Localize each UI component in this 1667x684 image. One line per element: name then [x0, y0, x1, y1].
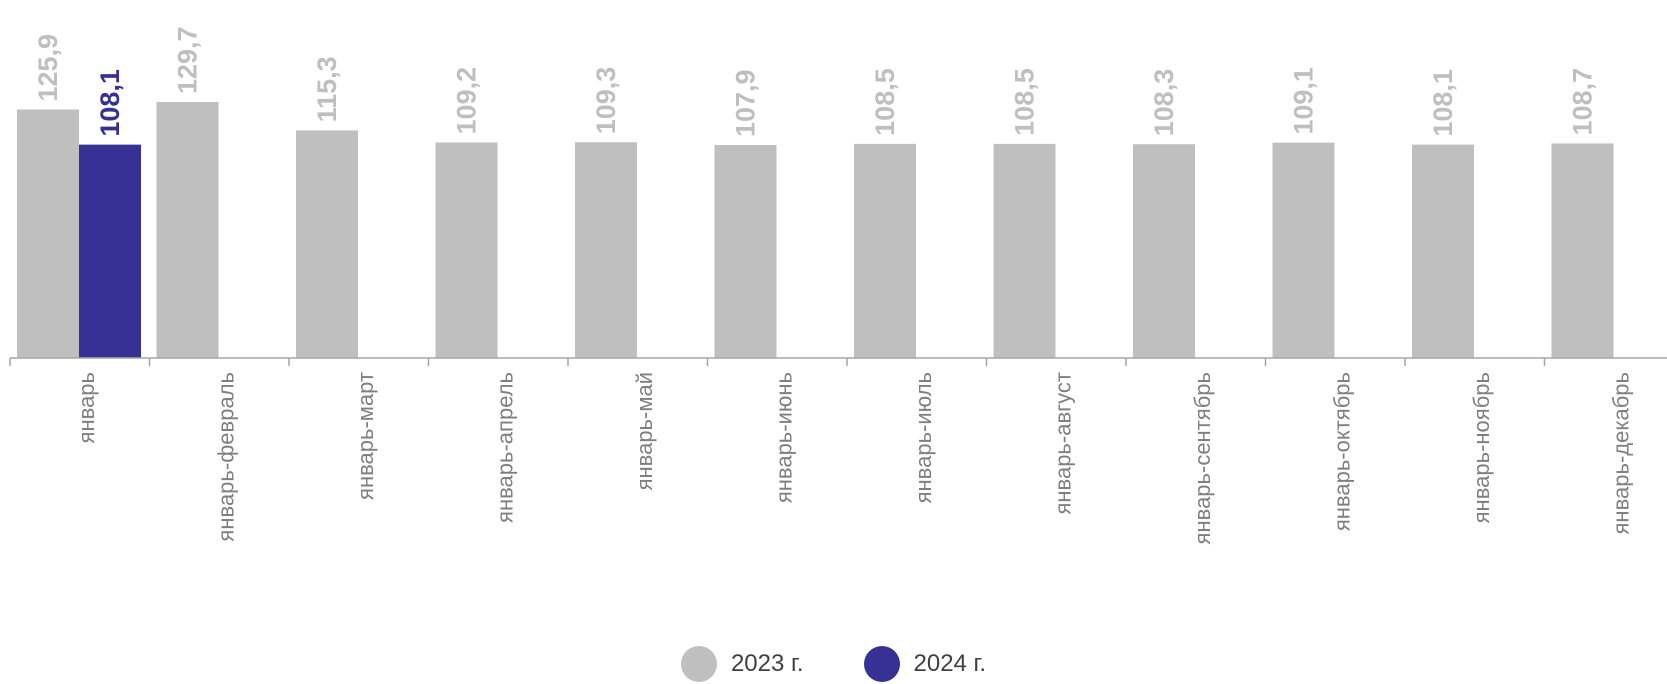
value-label-2023-4: 109,2 — [452, 67, 482, 135]
value-label-2023-8: 108,5 — [1010, 68, 1040, 136]
category-label-1: январь — [74, 372, 99, 443]
category-label-9: январь-сентябрь — [1190, 372, 1215, 544]
value-label-2023-1: 125,9 — [33, 34, 63, 102]
category-label-7: январь-июль — [911, 372, 936, 503]
bar-2023-5 — [575, 142, 637, 358]
bar-2023-8 — [993, 143, 1056, 358]
value-label-2023-9: 108,3 — [1149, 69, 1179, 137]
bar-2023-3 — [296, 130, 358, 358]
bar-2023-11 — [1412, 144, 1474, 358]
value-label-2023-7: 108,5 — [870, 68, 900, 136]
category-label-4: январь-апрель — [492, 372, 517, 523]
bar-2023-10 — [1272, 142, 1335, 358]
legend-swatch-2023 — [680, 646, 717, 682]
value-label-2023-11: 108,1 — [1428, 69, 1458, 137]
category-labels-group: январь январь-февраль январь-март январь-ап… — [74, 372, 1634, 544]
bar-2023-9 — [1133, 144, 1195, 358]
value-label-2023-2: 129,7 — [173, 26, 203, 94]
bar-2023-7 — [854, 143, 916, 358]
legend-item-2024: 2024 г. — [863, 646, 987, 682]
bar-2023-2 — [156, 102, 219, 358]
x-axis — [9, 357, 1667, 366]
legend-item-2023: 2023 г. — [680, 646, 804, 682]
category-label-8: январь-август — [1050, 372, 1075, 515]
bar-chart: 125,9 108,1 129,7 115,3 109,2 109,3 107,9 108,5… — [9, 26, 1667, 544]
legend-label-2023: 2023 г. — [730, 650, 804, 677]
bars-group — [17, 102, 1614, 358]
bar-2023-4 — [435, 142, 498, 358]
value-label-2023-12: 108,7 — [1568, 68, 1598, 136]
value-label-2024-1: 108,1 — [95, 69, 125, 137]
legend-label-2024: 2024 г. — [913, 650, 987, 677]
category-label-12: январь-декабрь — [1608, 372, 1633, 534]
bar-2023-6 — [714, 145, 777, 358]
bar-2024-1 — [79, 144, 141, 358]
value-label-2023-10: 109,1 — [1289, 67, 1319, 135]
category-label-11: январь-ноябрь — [1469, 372, 1494, 523]
category-label-3: январь-март — [353, 372, 378, 500]
legend-swatch-2024 — [863, 646, 900, 682]
bar-2023-1 — [17, 109, 79, 358]
category-label-10: январь-октябрь — [1329, 372, 1354, 531]
value-labels-group: 125,9 108,1 129,7 115,3 109,2 109,3 107,9 108,5… — [33, 26, 1598, 137]
bar-2023-12 — [1551, 143, 1614, 358]
category-label-2: январь-февраль — [213, 372, 238, 542]
category-label-5: январь-май — [632, 372, 657, 490]
value-label-2023-5: 109,3 — [591, 67, 621, 135]
category-label-6: январь-июнь — [771, 372, 796, 503]
legend: 2023 г. 2024 г. — [0, 646, 1667, 682]
value-label-2023-3: 115,3 — [312, 56, 342, 122]
value-label-2023-6: 107,9 — [731, 69, 761, 137]
